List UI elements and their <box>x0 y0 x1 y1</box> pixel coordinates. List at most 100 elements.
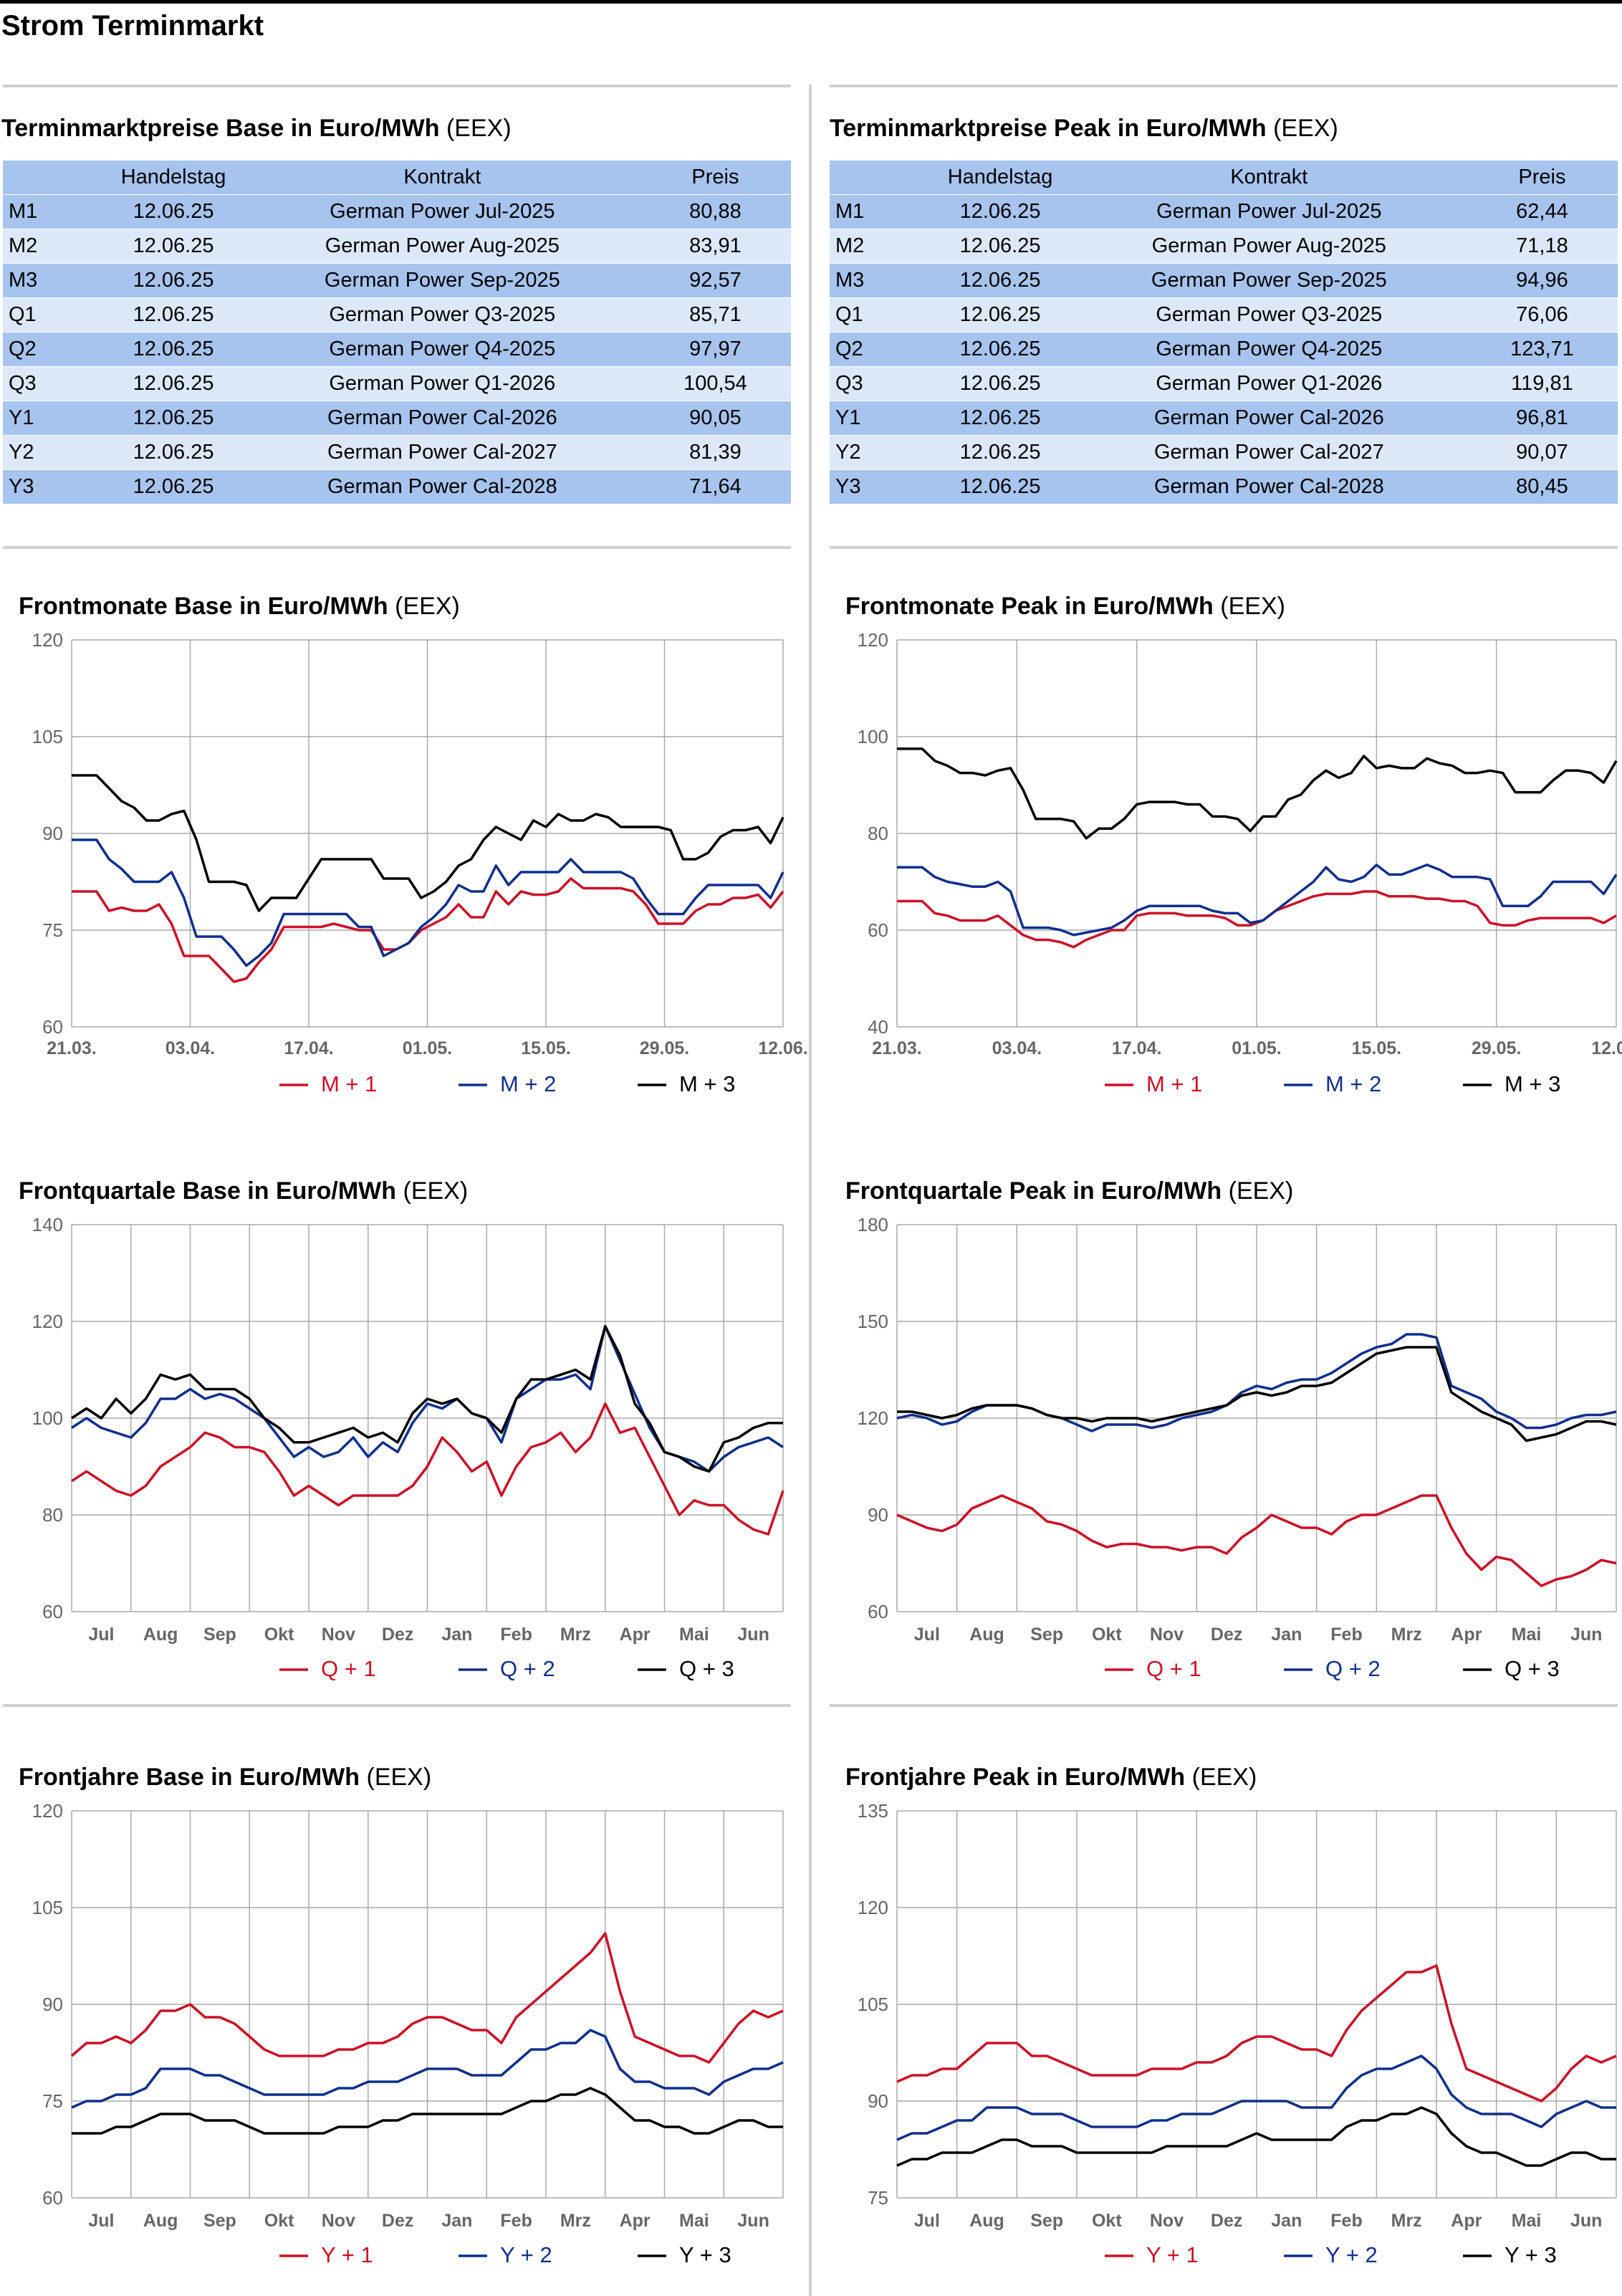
y-tick-label: 60 <box>42 1016 63 1038</box>
chart-frontmonate-peak: 40 60 80 100 120 21.03. 03.04. 17.04. 01.05. 15.0… <box>858 629 1622 1096</box>
cell-handelstag: 12.06.25 <box>102 332 245 367</box>
x-tick-label: Mai <box>1512 2211 1542 2231</box>
legend-label: M + 1 <box>1146 1071 1202 1096</box>
x-tick-label: Dez <box>1211 2211 1242 2231</box>
table-row: Q2 12.06.25 German Power Q4-2025 97,97 <box>3 332 791 367</box>
chart-title-frontjahre-base: Frontjahre Base in Euro/MWh (EEX) <box>19 1764 432 1791</box>
x-tick-label: 01.05. <box>1232 1038 1282 1058</box>
x-tick-label: Jan <box>1271 2211 1302 2231</box>
cell-kontrakt: German Power Cal-2027 <box>1071 435 1467 470</box>
table-row: Q1 12.06.25 German Power Q3-2025 85,71 <box>3 297 791 333</box>
y-tick-label: 90 <box>42 823 63 844</box>
x-tick-label: Okt <box>264 1625 294 1645</box>
cell-preis: 83,91 <box>639 229 791 264</box>
table-row: Y2 12.06.25 German Power Cal-2027 81,39 <box>3 435 791 470</box>
chart-frontmonate-base: 60 75 90 105 120 21.03. 03.04. 17.04. 01.05. 15.0… <box>32 629 808 1096</box>
series-line-1 <box>896 1964 1617 2103</box>
series-line-1 <box>71 1402 784 1536</box>
cell-handelstag: 12.06.25 <box>928 297 1072 333</box>
chart-title-frontquartale-peak: Frontquartale Peak in Euro/MWh (EEX) <box>845 1177 1294 1205</box>
x-tick-label: Jul <box>88 2211 114 2231</box>
x-tick-label: Jun <box>1570 2211 1602 2231</box>
x-tick-label: Aug <box>143 2211 178 2231</box>
cell-preis: 92,57 <box>639 263 791 298</box>
cell-preis: 96,81 <box>1466 401 1618 436</box>
y-tick-label: 135 <box>858 1800 888 1822</box>
cell-code: Q2 <box>830 332 929 367</box>
header-handelstag: Handelstag <box>928 161 1072 195</box>
cell-preis: 80,45 <box>1466 469 1618 504</box>
cell-preis: 100,54 <box>639 366 791 401</box>
y-tick-label: 90 <box>868 2090 888 2112</box>
cell-code: M1 <box>830 194 929 229</box>
legend-label: Q + 1 <box>1146 1656 1201 1681</box>
table-row: M1 12.06.25 German Power Jul-2025 62,44 <box>830 194 1618 229</box>
legend-label: Y + 3 <box>1505 2242 1557 2267</box>
legend-label: Q + 1 <box>321 1656 376 1681</box>
x-tick-label: Jun <box>1570 1625 1602 1645</box>
cell-preis: 71,64 <box>639 469 791 504</box>
table-row: M2 12.06.25 German Power Aug-2025 71,18 <box>830 229 1618 264</box>
y-tick-label: 75 <box>42 2090 63 2112</box>
x-tick-label: Jul <box>88 1625 114 1645</box>
chart-frontjahre-peak: 75 90 105 120 135 Jul Aug Sep Okt Nov Dez Jan Feb Mrz… <box>858 1800 1617 2267</box>
x-tick-label: Mrz <box>1391 2211 1422 2231</box>
legend-label: Y + 1 <box>1146 2242 1199 2267</box>
cell-handelstag: 12.06.25 <box>928 435 1072 470</box>
legend-label: Y + 1 <box>321 2242 373 2267</box>
x-tick-label: Apr <box>1451 1625 1482 1645</box>
cell-kontrakt: German Power Cal-2026 <box>1071 401 1467 436</box>
cell-preis: 80,88 <box>639 194 791 229</box>
table-row: M3 12.06.25 German Power Sep-2025 92,57 <box>3 263 791 298</box>
chart-frontquartale-peak: 60 90 120 150 180 Jul Aug Sep Okt Nov Dez Jan Feb Mrz… <box>858 1214 1617 1681</box>
x-tick-label: Jul <box>914 1625 940 1645</box>
top-rule <box>0 0 1622 4</box>
y-tick-label: 150 <box>858 1311 888 1332</box>
table-row: M1 12.06.25 German Power Jul-2025 80,88 <box>3 194 791 229</box>
cell-handelstag: 12.06.25 <box>102 401 245 436</box>
y-tick-label: 40 <box>868 1016 888 1038</box>
y-tick-label: 120 <box>32 1311 63 1332</box>
cell-handelstag: 12.06.25 <box>102 263 245 298</box>
x-tick-label: Mrz <box>560 1625 591 1645</box>
y-tick-label: 90 <box>868 1504 888 1526</box>
table-row: Y2 12.06.25 German Power Cal-2027 90,07 <box>830 435 1618 470</box>
y-tick-label: 100 <box>858 726 888 747</box>
y-tick-label: 120 <box>32 629 63 651</box>
x-tick-label: Nov <box>322 1625 355 1645</box>
x-tick-label: Apr <box>1451 2211 1482 2231</box>
series-line-3 <box>897 1346 1617 1443</box>
x-tick-label: Feb <box>1330 2211 1362 2231</box>
x-tick-label: Jun <box>737 2211 769 2231</box>
series-line-3 <box>72 2087 783 2135</box>
cell-handelstag: 12.06.25 <box>928 229 1072 264</box>
cell-kontrakt: German Power Cal-2027 <box>244 435 640 470</box>
cell-kontrakt: German Power Q3-2025 <box>1071 297 1467 333</box>
cell-code: Y3 <box>830 469 929 504</box>
y-tick-label: 60 <box>42 2187 63 2209</box>
y-tick-label: 105 <box>858 1994 888 2015</box>
cell-code: Y1 <box>830 401 929 436</box>
y-tick-label: 75 <box>868 2187 888 2209</box>
table-row: Q3 12.06.25 German Power Q1-2026 100,54 <box>3 366 791 401</box>
x-tick-label: Feb <box>1330 1625 1362 1645</box>
series-line-3 <box>896 2106 1616 2167</box>
cell-kontrakt: German Power Jul-2025 <box>1071 194 1467 229</box>
cell-kontrakt: German Power Cal-2028 <box>244 469 640 504</box>
cell-preis: 85,71 <box>639 297 791 333</box>
x-tick-label: Aug <box>969 1625 1004 1645</box>
y-tick-label: 80 <box>42 1504 63 1526</box>
chart-title-frontquartale-base: Frontquartale Base in Euro/MWh (EEX) <box>19 1177 469 1205</box>
x-tick-label: Nov <box>322 2211 355 2231</box>
section-divider <box>3 1704 791 1707</box>
x-tick-label: Mrz <box>560 2211 591 2231</box>
cell-code: Q3 <box>830 366 929 401</box>
series-line-1 <box>896 1494 1617 1587</box>
x-tick-label: Mrz <box>1391 1625 1422 1645</box>
cell-handelstag: 12.06.25 <box>102 435 245 470</box>
cell-kontrakt: German Power Jul-2025 <box>244 194 640 229</box>
series-line-2 <box>71 2029 784 2109</box>
cell-preis: 97,97 <box>639 332 791 367</box>
cell-handelstag: 12.06.25 <box>928 332 1072 367</box>
cell-preis: 90,07 <box>1466 435 1618 470</box>
